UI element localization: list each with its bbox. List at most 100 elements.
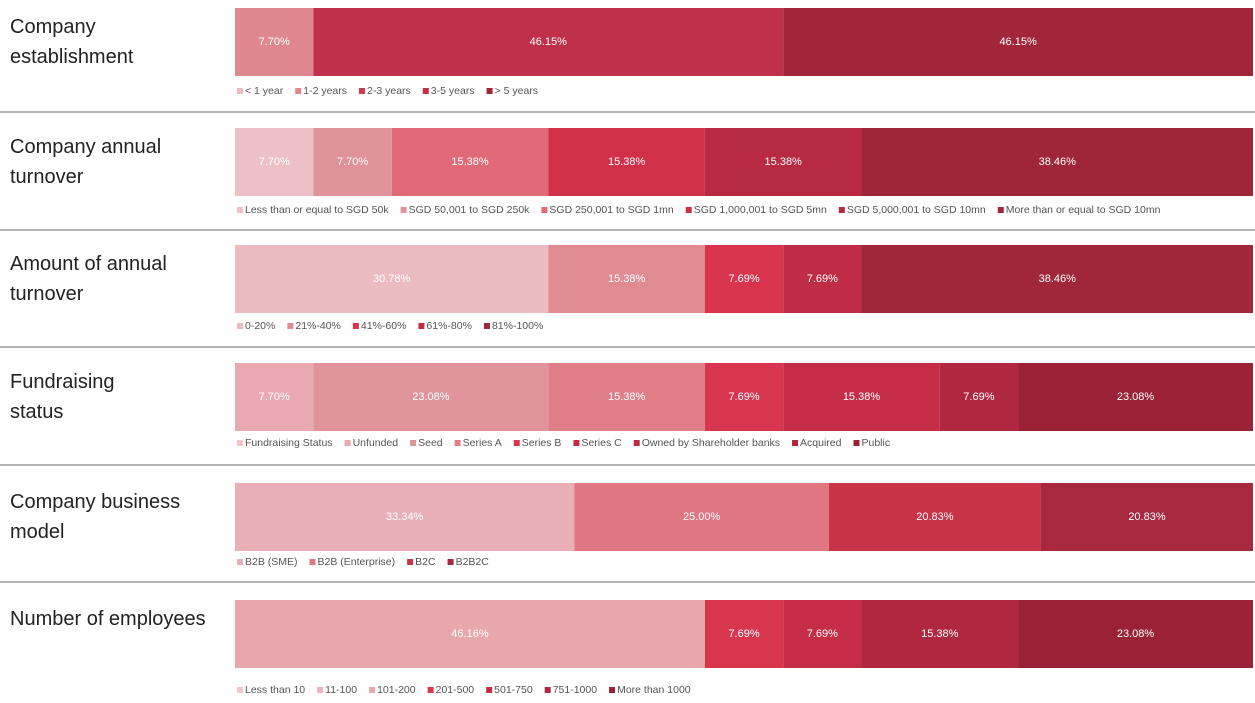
value-label: 7.70% — [337, 156, 368, 168]
legend-label: Owned by Shareholder banks — [642, 437, 780, 449]
legend-swatch — [317, 687, 324, 693]
bar-segment — [235, 483, 575, 551]
legend-swatch — [410, 440, 417, 446]
bar-segment — [235, 128, 314, 196]
legend-label: 11-100 — [325, 684, 357, 696]
legend-swatch — [486, 687, 493, 693]
row-title: Company establishment — [10, 16, 134, 68]
value-label: 33.34% — [386, 511, 424, 523]
bar-segment — [704, 128, 862, 196]
value-label: 15.38% — [608, 273, 646, 285]
value-label: 46.15% — [999, 36, 1037, 48]
value-label: 7.69% — [728, 391, 759, 403]
legend-label: Seed — [418, 437, 443, 449]
row-title: Amount of annual turnover — [10, 253, 167, 305]
legend-swatch — [541, 207, 548, 213]
legend-label: 101-200 — [377, 684, 416, 696]
legend-swatch — [544, 687, 551, 693]
bar-segment — [235, 363, 314, 431]
legend-swatch — [237, 687, 243, 693]
legend-label: Series C — [581, 437, 622, 449]
row-title: Company business model — [10, 491, 181, 543]
value-label: 25.00% — [683, 511, 721, 523]
value-label: 23.08% — [1117, 628, 1155, 640]
legend-label: More than 1000 — [617, 684, 691, 696]
legend-label: 41%-60% — [361, 320, 407, 332]
bar-segment — [313, 128, 392, 196]
bar-segment — [828, 483, 1041, 551]
value-label: 15.38% — [608, 391, 646, 403]
value-label: 38.46% — [1039, 273, 1077, 285]
legend-label: > 5 years — [495, 85, 538, 97]
legend-label: 2-3 years — [367, 85, 411, 97]
legend-swatch — [997, 207, 1004, 213]
value-label: 15.38% — [608, 156, 646, 168]
value-label: 20.83% — [916, 511, 954, 523]
bar-segment — [783, 600, 862, 668]
legend-swatch — [483, 323, 490, 329]
value-label: 20.83% — [1128, 511, 1166, 523]
legend-label: B2B (SME) — [245, 556, 298, 568]
bar-segment — [313, 8, 784, 76]
value-label: 7.70% — [259, 36, 290, 48]
bar-segment — [704, 600, 784, 668]
row-title: Company annual turnover — [10, 136, 162, 188]
legend-swatch — [237, 440, 243, 446]
legend-label: Series B — [522, 437, 562, 449]
bar-segment — [939, 363, 1019, 431]
value-label: 46.15% — [530, 36, 568, 48]
bar-segment — [1040, 483, 1253, 551]
legend-swatch — [400, 207, 407, 213]
bar-segment — [783, 363, 940, 431]
value-label: 7.69% — [807, 273, 838, 285]
legend-swatch — [792, 440, 799, 446]
value-label: 23.08% — [1117, 391, 1155, 403]
bar-segment — [548, 128, 705, 196]
value-label: 15.38% — [765, 156, 803, 168]
value-label: 23.08% — [412, 391, 450, 403]
legend-label: Unfunded — [353, 437, 399, 449]
legend-label: 81%-100% — [492, 320, 543, 332]
bar-segment — [861, 600, 1019, 668]
legend-label: Fundraising Status — [245, 437, 333, 449]
legend-swatch — [513, 440, 520, 446]
legend-swatch — [633, 440, 640, 446]
legend-swatch — [287, 323, 294, 329]
legend-label: Public — [862, 437, 891, 449]
legend-label: 751-1000 — [553, 684, 598, 696]
bar-segment — [235, 8, 314, 76]
legend-swatch — [454, 440, 461, 446]
legend-swatch — [418, 323, 425, 329]
legend-label: Series A — [463, 437, 502, 449]
bar-segment — [861, 128, 1253, 196]
legend-swatch — [853, 440, 860, 446]
row-title: Fundraising status — [10, 371, 115, 423]
value-label: 7.69% — [728, 273, 759, 285]
legend-label: Acquired — [800, 437, 842, 449]
legend-label: < 1 year — [245, 85, 284, 97]
row-title: Number of employees — [10, 608, 206, 630]
legend-label: 501-750 — [494, 684, 533, 696]
legend-swatch — [685, 207, 692, 213]
legend-label: 1-2 years — [303, 85, 347, 97]
legend-label: More than or equal to SGD 10mn — [1006, 204, 1161, 216]
bar-segment — [313, 363, 549, 431]
value-label: 30.78% — [373, 273, 411, 285]
legend-label: 3-5 years — [431, 85, 475, 97]
legend-label: 0-20% — [245, 320, 275, 332]
bar-segment — [1018, 363, 1253, 431]
value-label: 46.16% — [451, 628, 489, 640]
bar-segment — [1018, 600, 1253, 668]
legend-swatch — [573, 440, 580, 446]
bar-segment — [235, 245, 549, 313]
legend-label: B2C — [415, 556, 436, 568]
bar-segment — [704, 245, 784, 313]
legend-label: SGD 250,001 to SGD 1mn — [549, 204, 673, 216]
bar-segment — [783, 245, 862, 313]
bar-segment — [548, 363, 705, 431]
legend-swatch — [352, 323, 359, 329]
legend-swatch — [427, 687, 434, 693]
legend-swatch — [237, 207, 243, 213]
